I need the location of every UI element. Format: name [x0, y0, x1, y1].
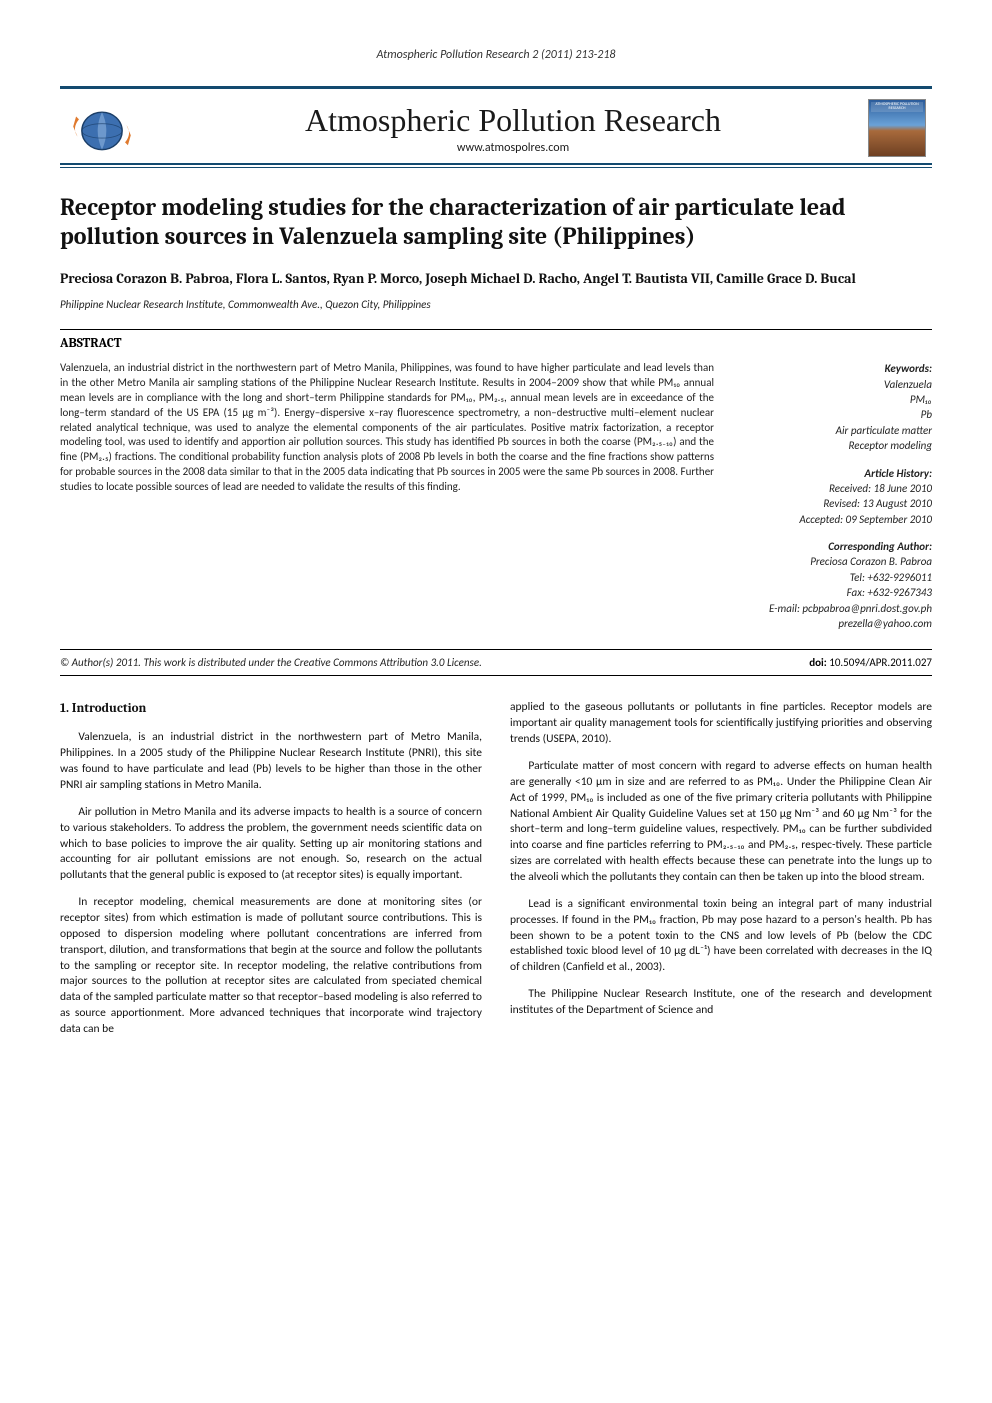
keywords-list: Valenzuela PM₁₀ Pb Air particulate matte…: [742, 377, 932, 454]
section-heading-introduction: 1. Introduction: [60, 700, 482, 718]
column-right: applied to the gaseous pollutants or pol…: [510, 700, 932, 1048]
article-history-heading: Article History:: [742, 466, 932, 481]
journal-cover-label: ATMOSPHERIC POLLUTION RESEARCH: [869, 103, 925, 111]
divider: [60, 675, 932, 676]
abstract-block: Valenzuela, an industrial district in th…: [60, 361, 932, 643]
body-paragraph: Valenzuela, is an industrial district in…: [60, 730, 482, 793]
divider: [60, 649, 932, 650]
corresponding-email-alt: prezella@yahoo.com: [742, 616, 932, 631]
doi-value: 10.5094/APR.2011.027: [829, 656, 932, 669]
article-title: Receptor modeling studies for the charac…: [60, 193, 932, 251]
corresponding-tel: Tel: +632-9296011: [742, 570, 932, 585]
page: Atmospheric Pollution Research 2 (2011) …: [0, 0, 992, 1089]
doi: doi: 10.5094/APR.2011.027: [809, 656, 932, 669]
journal-logo-icon: [66, 102, 138, 154]
keyword: Air particulate matter: [742, 423, 932, 438]
history-accepted: Accepted: 09 September 2010: [742, 512, 932, 527]
history-received: Received: 18 June 2010: [742, 481, 932, 496]
affiliation: Philippine Nuclear Research Institute, C…: [60, 298, 932, 311]
journal-cover-thumbnail: ATMOSPHERIC POLLUTION RESEARCH: [868, 99, 926, 157]
corresponding-fax: Fax: +632-9267343: [742, 585, 932, 600]
keywords-block: Keywords: Valenzuela PM₁₀ Pb Air particu…: [742, 361, 932, 453]
keyword: PM₁₀: [742, 392, 932, 407]
keyword: Valenzuela: [742, 377, 932, 392]
divider: [60, 329, 932, 330]
history-revised: Revised: 13 August 2010: [742, 496, 932, 511]
abstract-heading: ABSTRACT: [60, 336, 932, 351]
journal-title-block: Atmospheric Pollution Research www.atmos…: [158, 102, 868, 155]
corresponding-name: Preciosa Corazon B. Pabroa: [742, 554, 932, 569]
body-paragraph: In receptor modeling, chemical measureme…: [60, 895, 482, 1038]
journal-url: www.atmospolres.com: [158, 141, 868, 155]
body-paragraph: Lead is a significant environmental toxi…: [510, 897, 932, 976]
column-left: 1. Introduction Valenzuela, is an indust…: [60, 700, 482, 1048]
body-paragraph: The Philippine Nuclear Research Institut…: [510, 987, 932, 1019]
corresponding-author-block: Corresponding Author: Preciosa Corazon B…: [742, 539, 932, 631]
body-paragraph: Air pollution in Metro Manila and its ad…: [60, 805, 482, 884]
keyword: Pb: [742, 407, 932, 422]
journal-title: Atmospheric Pollution Research: [158, 102, 868, 139]
body-columns: 1. Introduction Valenzuela, is an indust…: [60, 700, 932, 1048]
keywords-heading: Keywords:: [742, 361, 932, 376]
doi-label: doi:: [809, 656, 827, 669]
authors: Preciosa Corazon B. Pabroa, Flora L. San…: [60, 269, 932, 289]
keyword: Receptor modeling: [742, 438, 932, 453]
side-metadata: Keywords: Valenzuela PM₁₀ Pb Air particu…: [742, 361, 932, 643]
abstract-text: Valenzuela, an industrial district in th…: [60, 361, 714, 643]
corresponding-heading: Corresponding Author:: [742, 539, 932, 554]
body-paragraph: Particulate matter of most concern with …: [510, 759, 932, 886]
body-paragraph: applied to the gaseous pollutants or pol…: [510, 700, 932, 748]
journal-masthead: Atmospheric Pollution Research www.atmos…: [60, 86, 932, 165]
corresponding-email: E-mail: pcbpabroa@pnri.dost.gov.ph: [742, 601, 932, 616]
article-history-block: Article History: Received: 18 June 2010 …: [742, 466, 932, 528]
running-head: Atmospheric Pollution Research 2 (2011) …: [60, 48, 932, 62]
license-text: © Author(s) 2011. This work is distribut…: [60, 656, 482, 669]
license-doi-row: © Author(s) 2011. This work is distribut…: [60, 656, 932, 669]
